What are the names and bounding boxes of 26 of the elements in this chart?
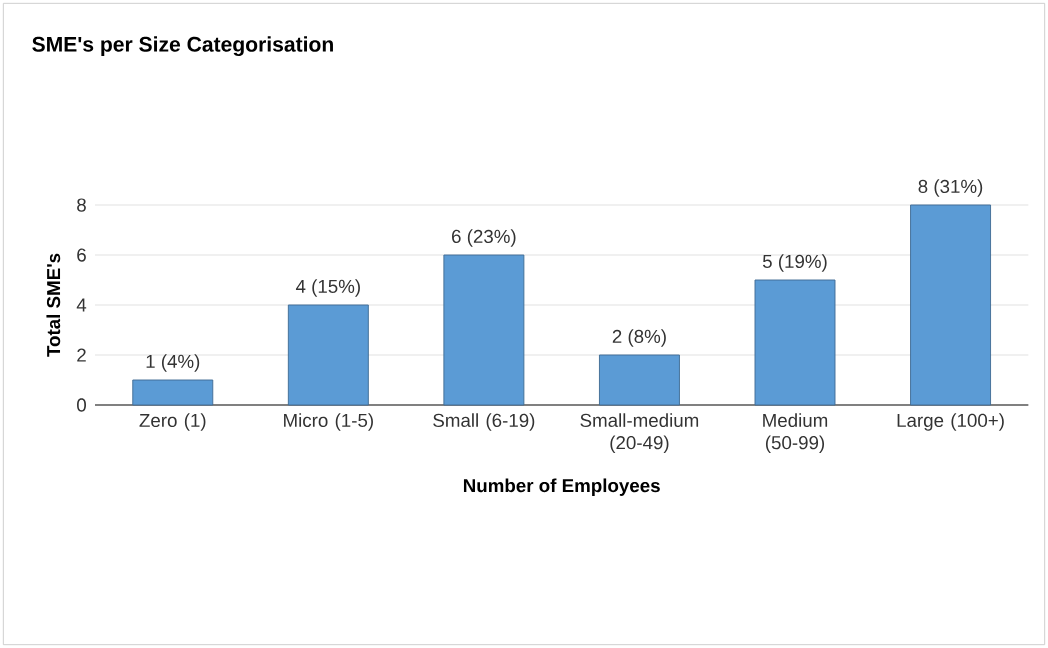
y-axis-title: Total SME's: [46, 253, 61, 357]
data-label: 5 (19%): [762, 254, 827, 272]
chart-title: SME's per Size Categorisation: [32, 36, 333, 57]
data-label: 6 (23%): [452, 229, 516, 247]
y-tick-label: 0: [77, 398, 86, 412]
bar: [754, 279, 836, 406]
y-tick-label: 4: [76, 298, 87, 312]
data-label: 4 (15%): [295, 279, 360, 297]
x-axis-title: Number of Employees: [463, 478, 660, 496]
bar: [443, 254, 525, 406]
bar: [287, 304, 369, 406]
bar: [132, 379, 214, 406]
bar: [910, 204, 992, 406]
data-label: 8 (31%): [918, 179, 983, 197]
x-tick-label: Large (100+): [897, 413, 1004, 431]
y-tick-label: 2: [77, 348, 86, 362]
data-label: 1 (4%): [146, 354, 200, 372]
y-tick-label: 8: [77, 198, 86, 212]
x-tick-label: Micro (1-5): [284, 413, 373, 431]
x-tick-label: Small-medium (20-49): [580, 413, 699, 454]
y-tick-label: 6: [77, 248, 86, 262]
x-tick-label: Zero (1): [139, 413, 206, 431]
bar: [598, 354, 680, 406]
x-tick-label: Medium (50-99): [763, 413, 828, 454]
data-label: 2 (8%): [612, 329, 666, 347]
x-tick-label: Small (6-19): [433, 413, 535, 431]
